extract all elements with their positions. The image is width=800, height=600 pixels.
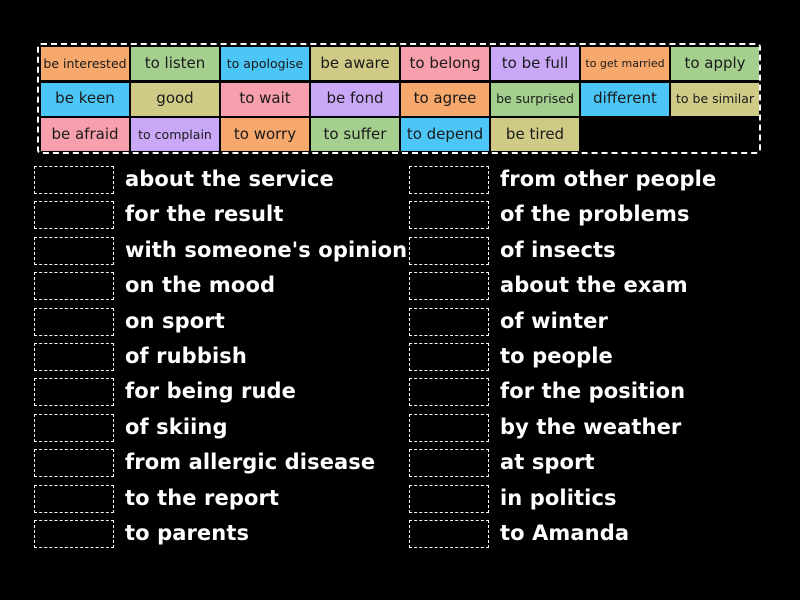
word-tile[interactable]: be tired [491,118,579,151]
word-tile[interactable]: different [581,82,669,116]
word-tile[interactable]: to belong [401,47,489,80]
word-tile[interactable]: to worry [221,118,309,151]
phrase-text: of the problems [500,202,690,227]
phrase-text: about the service [125,167,334,191]
phrase-text: for the result [125,202,284,227]
word-tile[interactable]: be aware [311,47,399,80]
word-tile[interactable]: to depend [401,118,489,151]
word-tile[interactable]: to get married [581,47,669,80]
drop-slot[interactable] [34,307,114,336]
word-tile[interactable]: to wait [221,82,309,116]
phrase-text: at sport [500,450,595,475]
phrase-text: about the exam [500,273,688,298]
drop-slot[interactable] [409,236,489,265]
phrase-text: by the weather [500,414,682,439]
drop-slot[interactable] [409,413,489,442]
word-tile[interactable]: to be full [491,47,579,80]
word-tile[interactable]: to complain [131,118,219,151]
word-bank [37,43,761,154]
drop-slot[interactable] [34,166,114,194]
word-tile[interactable]: be interested [41,47,129,80]
word-tile[interactable]: be keen [41,82,129,116]
word-tile[interactable]: to suffer [311,118,399,151]
drop-slot[interactable] [409,449,489,478]
drop-slot[interactable] [409,484,489,513]
word-tile[interactable]: to listen [131,47,219,80]
phrase-text: from other people [500,167,717,191]
phrase-text: for the position [500,379,686,404]
phrase-text: for being rude [125,379,296,404]
drop-slot[interactable] [409,378,489,407]
phrase-text: to Amanda [500,521,630,545]
phrase-text: to parents [125,521,250,545]
drop-slot[interactable] [34,378,114,407]
drop-slot[interactable] [34,484,114,513]
drop-slot[interactable] [409,166,489,194]
phrase-text: from allergic disease [125,450,376,475]
drop-slot[interactable] [34,449,114,478]
phrase-text: to people [500,344,613,368]
drop-slot[interactable] [409,307,489,336]
phrase-text: on the mood [125,273,276,298]
drop-slot[interactable] [34,272,114,301]
drop-slot[interactable] [34,413,114,442]
drop-slot[interactable] [409,272,489,301]
drop-slot[interactable] [34,201,114,230]
phrase-text: to the report [125,485,280,510]
word-tile[interactable]: be afraid [41,118,129,151]
drop-slot[interactable] [409,343,489,371]
phrase-text: of skiing [125,414,228,439]
drop-slot[interactable] [34,520,114,548]
word-tile[interactable]: to agree [401,82,489,116]
word-tile[interactable]: to apply [671,47,759,80]
word-tile[interactable]: be surprised [491,82,579,116]
word-tile[interactable]: good [131,82,219,116]
phrase-text: in politics [500,485,617,510]
drop-slot[interactable] [409,520,489,548]
phrase-text: of rubbish [125,344,247,368]
phrase-text: with someone's opinion [125,237,408,262]
word-tile[interactable]: be fond [311,82,399,116]
drop-slot[interactable] [34,343,114,371]
word-tile[interactable]: to be similar [671,82,759,116]
word-tile[interactable]: to apologise [221,47,309,80]
drop-slot[interactable] [34,236,114,265]
phrase-text: of insects [500,237,616,262]
drop-slot[interactable] [409,201,489,230]
phrase-text: on sport [125,308,225,333]
phrase-text: of winter [500,308,608,333]
